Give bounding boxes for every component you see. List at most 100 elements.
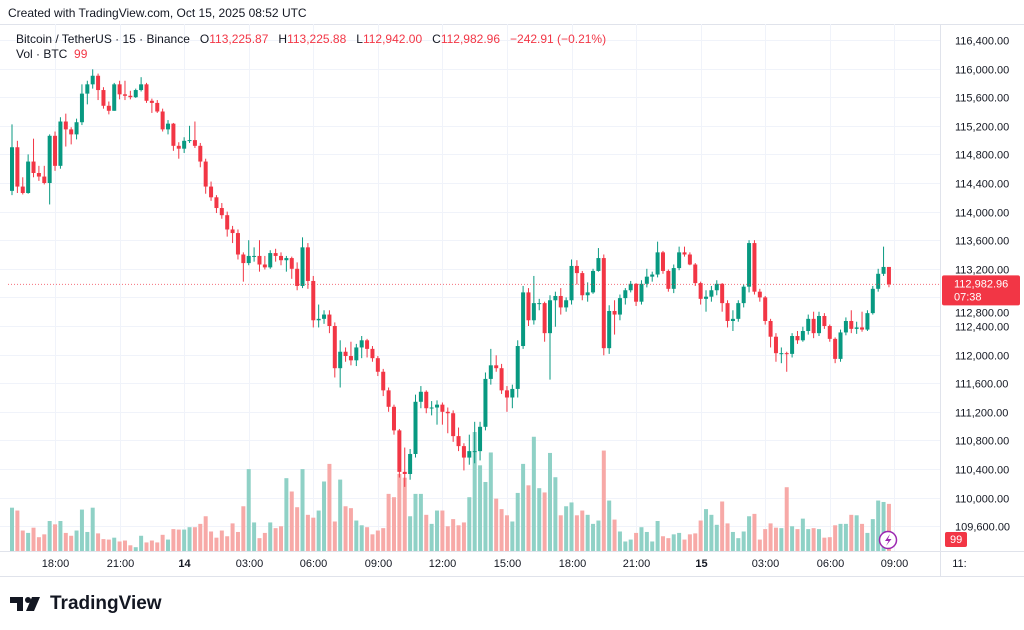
volume-bar (144, 542, 149, 551)
candle-body (741, 286, 746, 304)
volume-label[interactable]: Vol · BTC (16, 47, 68, 61)
volume-bar (531, 436, 536, 551)
volume-bar (160, 534, 165, 551)
time-tick-label: 18:00 (42, 558, 70, 570)
volume-bar (677, 532, 682, 551)
candle (47, 134, 52, 205)
candle (391, 404, 396, 435)
candle (747, 240, 752, 293)
candle-body (698, 283, 703, 299)
volume-bar (795, 529, 800, 551)
volume-bar (192, 527, 197, 551)
volume-bar (408, 516, 413, 551)
volume-bar (295, 507, 300, 551)
volume-bar (241, 506, 246, 551)
candle (650, 271, 655, 282)
volume-bar (166, 539, 171, 551)
volume-bar (650, 541, 655, 551)
volume-bar (811, 528, 816, 551)
candle-body (747, 243, 752, 287)
candle (881, 246, 886, 276)
candle-body (843, 320, 848, 333)
time-tick-label: 21:00 (107, 558, 135, 570)
volume-bar (440, 510, 445, 551)
volume-bar (391, 497, 396, 551)
volume-bar (187, 527, 192, 551)
volume-bar (564, 506, 569, 551)
candle-body (806, 318, 811, 332)
candle (763, 295, 768, 325)
candle-body (273, 253, 278, 256)
candle-body (617, 298, 622, 315)
candle (311, 275, 316, 328)
candle-body (58, 121, 63, 166)
candle (736, 300, 741, 322)
candle-body (811, 318, 816, 334)
candle (192, 121, 197, 148)
tradingview-logo[interactable]: TradingView (10, 593, 162, 615)
volume-bar (252, 522, 257, 551)
candle-body (644, 276, 649, 284)
candle (74, 118, 79, 140)
time-tick-label: 15 (695, 558, 707, 570)
candle (827, 324, 832, 342)
price-axis[interactable]: 116,400.00 116,000.00 115,600.00 115,200.00… (955, 36, 1010, 534)
candle (79, 84, 84, 126)
candle-body (445, 411, 450, 414)
candle-body (558, 295, 563, 308)
volume-bar (521, 463, 526, 551)
candle (187, 125, 192, 143)
candle (504, 386, 509, 412)
candle-body (219, 208, 224, 216)
candle (327, 310, 332, 334)
symbol-title[interactable]: Bitcoin / TetherUS · 15 · Binance (16, 32, 190, 46)
candle (63, 113, 68, 147)
volume-bar (693, 533, 698, 551)
candle-body (413, 401, 418, 454)
volume-bar (623, 541, 628, 551)
candle-body (800, 331, 805, 341)
candle (854, 321, 859, 334)
candle-body (854, 327, 859, 329)
volume-bar (644, 531, 649, 551)
volume-bar (15, 510, 20, 551)
volume-bar (876, 500, 881, 551)
candle (182, 137, 187, 153)
candle (773, 333, 778, 362)
candle (445, 407, 450, 434)
candle-body (182, 140, 187, 149)
candle (122, 80, 127, 101)
candle (531, 275, 536, 325)
candle (209, 181, 214, 201)
candle (574, 260, 579, 285)
candle (849, 310, 854, 334)
volume-bar (219, 530, 224, 551)
candle-body (305, 247, 310, 281)
candle (569, 259, 574, 305)
candle (494, 355, 499, 372)
volume-bar (682, 539, 687, 551)
volume-bar (10, 507, 14, 551)
lightning-icon[interactable] (878, 530, 898, 550)
price-tick-label: 114,800.00 (955, 150, 1009, 162)
candle-body (241, 254, 246, 264)
volume-bar (698, 520, 703, 551)
candle-body (666, 270, 671, 289)
time-axis[interactable]: 18:00 21:00 14 03:00 06:00 09:00 12:00 15:00 18:… (42, 558, 967, 570)
candle-body (827, 326, 832, 339)
candle (677, 246, 682, 271)
candle-body (42, 176, 47, 183)
time-tick-label: 03:00 (752, 558, 780, 570)
candle-body (144, 84, 149, 101)
candlestick-chart[interactable]: 116,400.00 116,000.00 115,600.00 115,200.00… (0, 0, 1024, 590)
volume-bar (585, 514, 590, 551)
volume-bar (542, 492, 547, 551)
volume-bar (316, 510, 321, 551)
candle (725, 300, 730, 328)
volume-bar (451, 519, 456, 551)
volume-bar (478, 465, 483, 551)
volume-bar (720, 501, 725, 551)
candle (779, 347, 784, 364)
volume-bar (779, 528, 784, 551)
volume-bar (90, 507, 95, 551)
